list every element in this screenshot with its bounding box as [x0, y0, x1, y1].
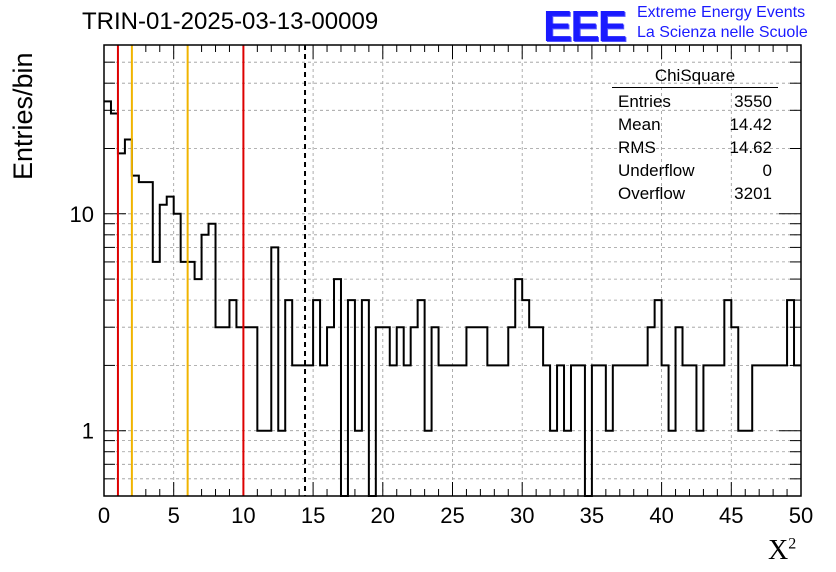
- x-tick-label: 15: [301, 503, 325, 528]
- stats-label: Overflow: [618, 184, 686, 203]
- y-tick-label: 1: [82, 419, 94, 444]
- x-tick-label: 5: [168, 503, 180, 528]
- stats-label: RMS: [618, 138, 656, 157]
- x-tick-label: 0: [98, 503, 110, 528]
- stats-row-entries: Entries 3550: [612, 90, 778, 113]
- stats-row-rms: RMS 14.62: [612, 136, 778, 159]
- x-tick-label: 20: [371, 503, 395, 528]
- stats-value: 3201: [734, 184, 772, 203]
- stats-row-overflow: Overflow 3201: [612, 182, 778, 205]
- stats-row-underflow: Underflow 0: [612, 159, 778, 182]
- x-tick-label: 35: [580, 503, 604, 528]
- x-tick-label: 30: [510, 503, 534, 528]
- stats-value: 14.42: [729, 115, 772, 134]
- stats-value: 14.62: [729, 138, 772, 157]
- x-tick-label: 45: [719, 503, 743, 528]
- stats-box: ChiSquare Entries 3550 Mean 14.42 RMS 14.62…: [612, 66, 778, 205]
- logo-line-2: La Scienza nelle Scuole: [637, 24, 808, 41]
- stats-value: 0: [762, 161, 772, 180]
- stats-label: Underflow: [618, 161, 695, 180]
- histogram-series: [104, 100, 801, 497]
- eee-logo: EEE: [543, 2, 627, 51]
- chart-title: TRIN-01-2025-03-13-00009: [82, 8, 379, 35]
- stats-value: 3550: [734, 92, 772, 111]
- y-axis-label: Entries/bin: [8, 52, 38, 180]
- x-tick-label: 50: [789, 503, 813, 528]
- stats-row-mean: Mean 14.42: [612, 113, 778, 136]
- logo-line-1: Extreme Energy Events: [637, 4, 806, 21]
- plot-frame: [103, 44, 802, 497]
- x-tick-label: 25: [440, 503, 464, 528]
- stats-label: Entries: [618, 92, 671, 111]
- x-tick-label: 10: [231, 503, 255, 528]
- stats-title: ChiSquare: [612, 66, 778, 88]
- x-axis-label: X2: [768, 535, 797, 566]
- y-tick-label: 10: [70, 202, 94, 227]
- stats-label: Mean: [618, 115, 661, 134]
- x-tick-label: 40: [649, 503, 673, 528]
